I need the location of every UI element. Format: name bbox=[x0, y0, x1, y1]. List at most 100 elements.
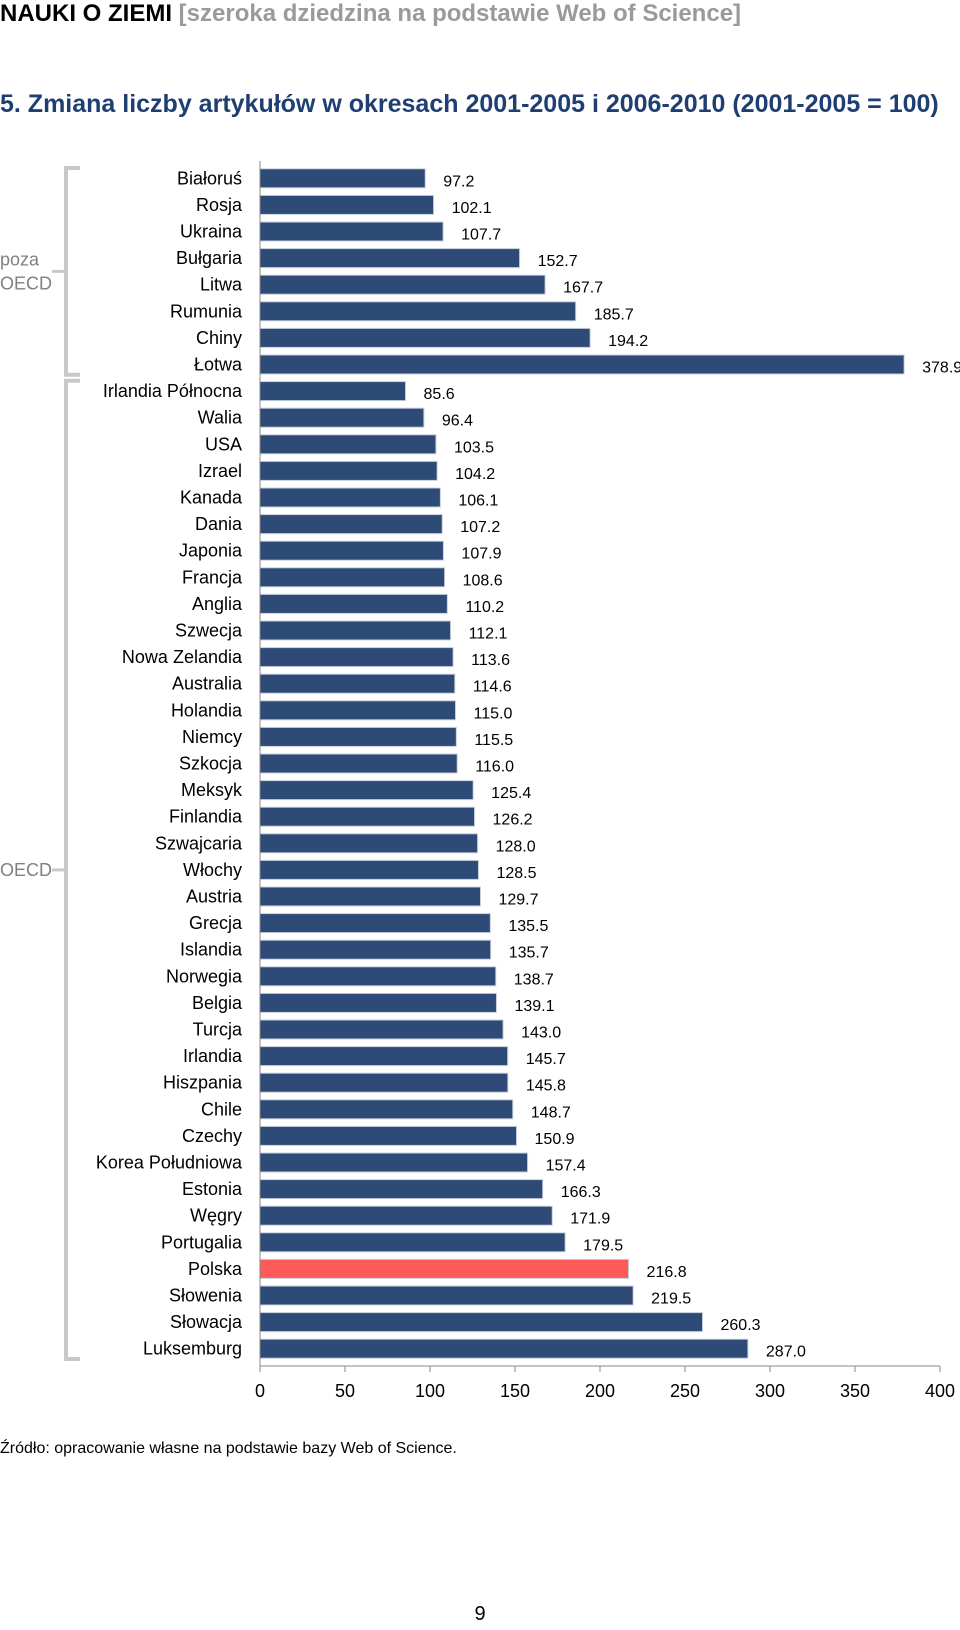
category-label: Izrael bbox=[198, 461, 242, 481]
category-label: Islandia bbox=[180, 940, 243, 960]
category-label: Japonia bbox=[179, 541, 243, 561]
header-title: NAUKI O ZIEMI bbox=[0, 0, 172, 27]
data-label: 126.2 bbox=[493, 812, 533, 829]
header-subtitle: [szeroka dziedzina na podstawie Web of S… bbox=[178, 0, 742, 27]
data-label: 171.9 bbox=[570, 1211, 610, 1228]
bar bbox=[259, 194, 435, 215]
data-label: 194.2 bbox=[608, 333, 648, 350]
category-label: Belgia bbox=[192, 993, 243, 1013]
bar bbox=[259, 248, 521, 269]
bar bbox=[259, 1232, 566, 1253]
category-label: Austria bbox=[186, 887, 243, 907]
bar bbox=[259, 966, 497, 987]
bar bbox=[259, 1285, 634, 1306]
data-label: 107.9 bbox=[461, 546, 501, 563]
category-label: Portugalia bbox=[161, 1232, 243, 1252]
bar bbox=[259, 540, 444, 561]
data-label: 110.2 bbox=[465, 599, 504, 616]
data-label: 128.0 bbox=[496, 838, 536, 855]
category-label: Węgry bbox=[190, 1206, 242, 1226]
category-label: Szwajcaria bbox=[155, 833, 243, 853]
data-label: 139.1 bbox=[514, 998, 554, 1015]
data-label: 138.7 bbox=[514, 971, 554, 988]
bar bbox=[259, 274, 546, 295]
bar bbox=[259, 434, 437, 455]
category-label: Dania bbox=[195, 514, 243, 534]
category-label: Kanada bbox=[180, 488, 243, 508]
data-label: 143.0 bbox=[521, 1025, 561, 1042]
bar bbox=[259, 806, 476, 827]
data-label: 185.7 bbox=[594, 306, 634, 323]
page-number: 9 bbox=[474, 1603, 486, 1625]
bar bbox=[259, 567, 446, 588]
data-label: 125.4 bbox=[491, 785, 531, 802]
category-label: Nowa Zelandia bbox=[122, 647, 243, 667]
category-label: Holandia bbox=[171, 700, 243, 720]
category-label: USA bbox=[205, 434, 242, 454]
category-label: Bułgaria bbox=[176, 248, 243, 268]
category-label: Estonia bbox=[182, 1179, 243, 1199]
category-label: Włochy bbox=[183, 860, 242, 880]
bar bbox=[259, 460, 438, 481]
bar bbox=[259, 1152, 529, 1173]
data-label: 97.2 bbox=[443, 173, 474, 190]
source-note: Źródło: opracowanie własne na podstawie … bbox=[0, 1440, 457, 1457]
data-label: 287.0 bbox=[766, 1344, 806, 1361]
data-label: 112.1 bbox=[469, 626, 508, 643]
bar bbox=[259, 913, 491, 934]
category-label: Łotwa bbox=[194, 355, 243, 375]
group-label: OECD bbox=[0, 273, 52, 293]
data-label: 102.1 bbox=[452, 200, 492, 217]
bar bbox=[259, 1205, 553, 1226]
category-label: Turcja bbox=[193, 1020, 243, 1040]
data-label: 129.7 bbox=[498, 892, 538, 909]
bar bbox=[259, 859, 479, 880]
category-label: Hiszpania bbox=[163, 1073, 243, 1093]
data-label: 96.4 bbox=[442, 413, 473, 430]
bar bbox=[259, 487, 441, 508]
bar bbox=[259, 1099, 514, 1120]
category-label: Szkocja bbox=[179, 754, 243, 774]
bar bbox=[259, 301, 577, 322]
data-label: 152.7 bbox=[538, 253, 578, 270]
data-label: 135.5 bbox=[508, 918, 548, 935]
x-tick-label: 150 bbox=[500, 1381, 530, 1401]
bar bbox=[259, 700, 456, 721]
bar bbox=[259, 992, 497, 1013]
bar bbox=[259, 221, 444, 242]
data-label: 135.7 bbox=[509, 945, 549, 962]
data-label: 116.0 bbox=[475, 759, 514, 776]
category-label: Litwa bbox=[200, 275, 243, 295]
x-tick-label: 250 bbox=[670, 1381, 700, 1401]
bar bbox=[259, 886, 481, 907]
bar bbox=[259, 1312, 704, 1333]
category-label: Finlandia bbox=[169, 807, 243, 827]
data-label: 107.7 bbox=[461, 227, 501, 244]
data-label: 150.9 bbox=[535, 1131, 575, 1148]
group-label: poza bbox=[0, 249, 40, 269]
data-label: 104.2 bbox=[455, 466, 495, 483]
bar bbox=[259, 593, 448, 614]
bar bbox=[259, 726, 457, 747]
category-label: Australia bbox=[172, 674, 243, 694]
data-label: 115.5 bbox=[474, 732, 513, 749]
bar bbox=[259, 780, 474, 801]
category-label: Rosja bbox=[196, 195, 243, 215]
bar-chart: Białoruś 97.2 Rosja 102.1 Ukraina 107.7 Bułgar… bbox=[0, 161, 960, 1401]
data-label: 103.5 bbox=[454, 439, 494, 456]
category-label: Niemcy bbox=[182, 727, 242, 747]
category-label: Słowacja bbox=[170, 1312, 243, 1332]
bar bbox=[259, 647, 454, 668]
bar bbox=[259, 753, 458, 774]
data-label: 378.9 bbox=[922, 360, 960, 377]
bar bbox=[259, 354, 905, 375]
data-label: 107.2 bbox=[460, 519, 500, 536]
category-label: Luksemburg bbox=[143, 1339, 242, 1359]
data-label: 167.7 bbox=[563, 280, 603, 297]
group-bracket bbox=[64, 378, 80, 1361]
data-label: 115.0 bbox=[474, 705, 513, 722]
bar bbox=[259, 1179, 544, 1200]
bar bbox=[259, 1072, 509, 1093]
group-label: OECD bbox=[0, 860, 52, 880]
category-label: Białoruś bbox=[177, 168, 242, 188]
